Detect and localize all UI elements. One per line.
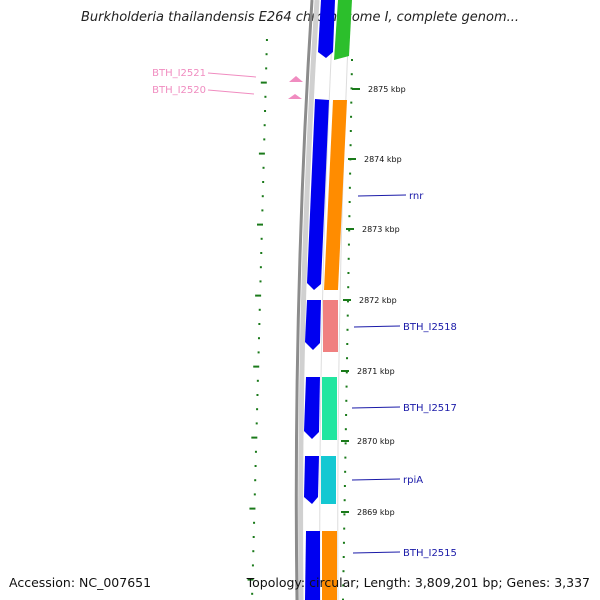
gene-blue-1 xyxy=(318,0,335,58)
map-title: Burkholderia thailandensis E264 chromoso… xyxy=(80,10,520,25)
tick-label: 2871 kbp xyxy=(357,367,395,376)
gene-label: rpiA xyxy=(403,475,423,486)
gene-salmon-2518 xyxy=(323,300,338,352)
backbone-arc xyxy=(294,0,314,600)
gene-blue-2517 xyxy=(304,377,320,439)
gene-blue-rnr xyxy=(307,99,329,290)
tick-label: 2870 kbp xyxy=(357,437,395,446)
ring-guide-inner xyxy=(319,0,335,600)
gene-green-1 xyxy=(334,0,352,60)
pink-leader-line xyxy=(207,72,257,78)
ring-guide-outer xyxy=(337,0,351,600)
gc-dots-left xyxy=(247,39,268,595)
kbp-ticks: 2875 kbp 2874 kbp 2873 kbp 2872 kbp 2871 kbp… xyxy=(341,85,406,517)
tick-label: 2873 kbp xyxy=(362,225,400,234)
blue-features xyxy=(304,0,335,600)
pink-leader-line xyxy=(207,89,255,95)
tick-label: 2872 kbp xyxy=(359,296,397,305)
gene-label: BTH_I2518 xyxy=(403,322,457,333)
gene-leader-line xyxy=(351,406,401,409)
tick-label: 2869 kbp xyxy=(357,508,395,517)
backbone-group xyxy=(294,0,351,600)
gene-mint-2517 xyxy=(322,377,337,440)
gene-leader-line xyxy=(353,325,401,328)
gene-orange-rnr xyxy=(324,100,347,290)
gene-leader-line xyxy=(351,478,401,481)
pink-label: BTH_I2521 xyxy=(152,68,206,79)
gene-label: BTH_I2517 xyxy=(403,403,457,414)
category-features xyxy=(321,0,352,600)
pink-arrow-2 xyxy=(288,94,302,99)
topology-text: Topology: circular; Length: 3,809,201 bp… xyxy=(246,575,590,590)
backbone-shadow xyxy=(298,0,320,600)
gene-leader-line xyxy=(352,551,401,554)
gene-blue-2518 xyxy=(305,300,321,350)
gene-label: BTH_I2515 xyxy=(403,548,457,559)
gene-orange-2515 xyxy=(322,531,337,600)
gene-labels: rnr BTH_I2518 BTH_I2517 rpiA BTH_I2515 xyxy=(351,191,457,559)
gene-leader-line xyxy=(357,194,407,197)
pink-label: BTH_I2520 xyxy=(152,85,206,96)
gene-blue-rpiA xyxy=(304,456,319,504)
tick-label: 2875 kbp xyxy=(368,85,406,94)
gene-blue-2515 xyxy=(305,531,320,600)
gene-cyan-rpiA xyxy=(321,456,336,504)
gene-label: rnr xyxy=(409,191,424,202)
accession-text: Accession: NC_007651 xyxy=(9,575,152,590)
pink-arrow-1 xyxy=(289,76,303,82)
pink-labels: BTH_I2521 BTH_I2520 xyxy=(152,68,257,96)
tick-label: 2874 kbp xyxy=(364,155,402,164)
pink-features xyxy=(288,76,303,99)
